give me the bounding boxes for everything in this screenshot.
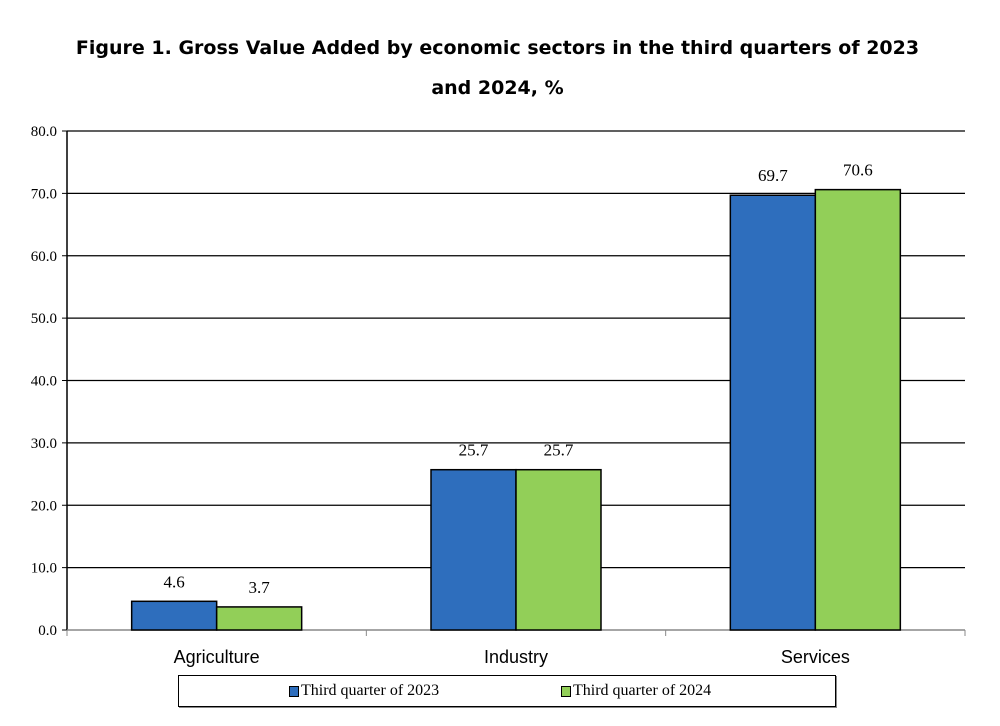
legend-label-2023: Third quarter of 2023 — [301, 682, 440, 699]
bar — [430, 468, 517, 631]
y-tick-label: 80.0 — [31, 124, 57, 140]
data-label: 25.7 — [459, 441, 489, 460]
bar — [130, 600, 218, 631]
data-label: 4.6 — [164, 572, 185, 591]
chart-title: Figure 1. Gross Value Added by economic … — [0, 28, 995, 108]
x-tick-label: Agriculture — [174, 647, 260, 667]
legend-swatch-2024 — [561, 685, 571, 697]
data-label: 70.6 — [843, 161, 873, 180]
y-tick-label: 40.0 — [31, 374, 57, 390]
y-tick-label: 60.0 — [31, 249, 57, 265]
bar — [814, 188, 902, 631]
y-tick-label: 70.0 — [31, 186, 57, 202]
x-tick-label: Services — [781, 647, 850, 667]
legend-label-2024: Third quarter of 2024 — [573, 682, 712, 699]
legend: Third quarter of 2023 Third quarter of 2… — [178, 675, 836, 707]
y-tick-label: 20.0 — [31, 498, 57, 514]
bar — [729, 194, 817, 631]
y-tick-label: 30.0 — [31, 436, 57, 452]
chart-title-line-2: and 2024, % — [431, 77, 564, 99]
data-label: 69.7 — [758, 166, 788, 185]
legend-item-2024: Third quarter of 2024 — [561, 682, 711, 700]
data-label: 25.7 — [544, 441, 574, 460]
y-tick-label: 50.0 — [31, 311, 57, 327]
chart-title-line-1: Figure 1. Gross Value Added by economic … — [75, 37, 920, 59]
data-label: 3.7 — [249, 578, 271, 597]
x-tick-label: Industry — [484, 647, 548, 667]
bar — [215, 606, 303, 631]
legend-item-2023: Third quarter of 2023 — [289, 682, 439, 700]
bar — [515, 468, 602, 631]
y-tick-label: 0.0 — [38, 623, 57, 639]
y-tick-label: 10.0 — [31, 561, 57, 577]
legend-swatch-2023 — [289, 685, 299, 697]
